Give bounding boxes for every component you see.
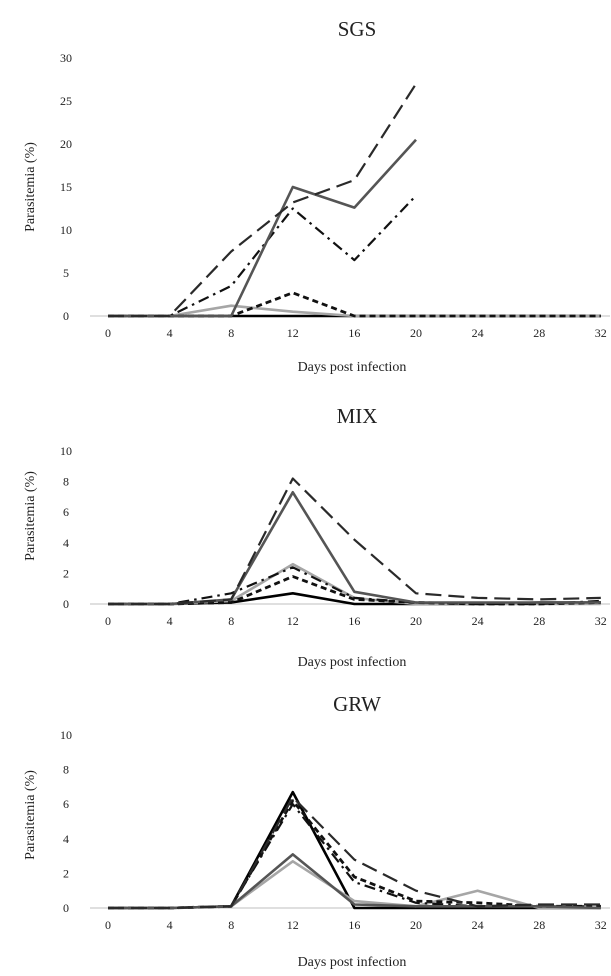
series-line-dash-dot-black: [108, 194, 417, 318]
x-tick-label: 16: [348, 326, 360, 340]
x-tick-label: 24: [472, 614, 484, 628]
y-tick-label: 0: [63, 597, 69, 611]
x-tick-label: 32: [595, 614, 607, 628]
x-axis-title: Days post infection: [298, 360, 407, 375]
y-tick-label: 10: [60, 728, 72, 742]
x-tick-label: 16: [348, 614, 360, 628]
y-tick-label: 6: [63, 505, 69, 519]
x-tick-label: 24: [472, 918, 484, 932]
x-tick-label: 0: [105, 918, 111, 932]
y-tick-label: 5: [63, 266, 69, 280]
x-tick-label: 8: [228, 918, 234, 932]
x-tick-label: 4: [167, 614, 173, 628]
chart-title: SGS: [338, 17, 377, 41]
y-tick-label: 0: [63, 309, 69, 323]
series-line-solid-black: [108, 790, 601, 910]
x-axis-title: Days post infection: [298, 655, 407, 670]
x-tick-label: 12: [287, 918, 299, 932]
x-tick-label: 0: [105, 614, 111, 628]
y-tick-label: 6: [63, 797, 69, 811]
y-tick-label: 4: [63, 832, 69, 846]
series-line-short-dash-black: [108, 799, 601, 910]
chart-panel-sgs: SGS 0 5 10 15 20 25 30 0 4 8 12 16 20 24 28 32 Days post …: [23, 17, 610, 375]
series-line-long-dash-black: [108, 796, 601, 910]
x-tick-label: 24: [472, 326, 484, 340]
y-tick-label: 20: [60, 137, 72, 151]
x-tick-label: 28: [533, 614, 545, 628]
x-tick-label: 20: [410, 614, 422, 628]
y-tick-label: 15: [60, 180, 72, 194]
y-axis-title: Parasitemia (%): [23, 142, 38, 232]
x-axis-title: Days post infection: [298, 955, 407, 970]
y-tick-label: 8: [63, 763, 69, 777]
series-line-long-dash-black: [108, 83, 417, 318]
y-tick-label: 2: [63, 866, 69, 880]
x-tick-label: 28: [533, 918, 545, 932]
x-tick-label: 20: [410, 918, 422, 932]
x-tick-label: 8: [228, 614, 234, 628]
y-tick-label: 10: [60, 444, 72, 458]
series-line-long-dash-black: [108, 477, 601, 606]
x-tick-label: 32: [595, 918, 607, 932]
y-tick-label: 0: [63, 901, 69, 915]
x-tick-label: 20: [410, 326, 422, 340]
y-tick-label: 2: [63, 566, 69, 580]
chart-title: GRW: [333, 692, 381, 716]
x-tick-label: 12: [287, 614, 299, 628]
x-tick-label: 16: [348, 918, 360, 932]
x-tick-label: 28: [533, 326, 545, 340]
x-tick-label: 12: [287, 326, 299, 340]
y-axis-title: Parasitemia (%): [23, 471, 38, 561]
y-axis-title: Parasitemia (%): [23, 770, 38, 860]
x-tick-label: 32: [595, 326, 607, 340]
x-tick-label: 0: [105, 326, 111, 340]
x-tick-label: 4: [167, 326, 173, 340]
x-tick-label: 4: [167, 918, 173, 932]
series-line-dash-dot-black: [108, 803, 601, 910]
y-tick-label: 30: [60, 51, 72, 65]
series-line-solid-lightgray: [108, 860, 601, 910]
series-line-dash-dot-black: [108, 566, 601, 606]
chart-title: MIX: [337, 404, 378, 428]
x-tick-label: 8: [228, 326, 234, 340]
y-tick-label: 8: [63, 475, 69, 489]
y-tick-label: 25: [60, 94, 72, 108]
series-line-solid-darkgray: [108, 491, 601, 606]
y-tick-label: 4: [63, 536, 69, 550]
y-tick-label: 10: [60, 223, 72, 237]
